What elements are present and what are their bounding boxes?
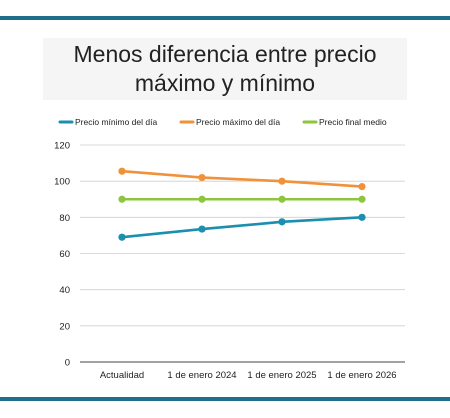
y-tick-label: 120: [54, 141, 70, 152]
data-point: [118, 167, 126, 175]
data-point: [198, 195, 206, 203]
top-frame-bar: [0, 16, 450, 20]
y-tick-label: 0: [65, 358, 70, 369]
chart-series: [118, 167, 366, 241]
x-tick-label: 1 de enero 2024: [167, 370, 236, 381]
x-tick-label: 1 de enero 2025: [247, 370, 316, 381]
chart-legend: Precio mínimo del día Precio máximo del d…: [58, 117, 387, 127]
title-background: [43, 38, 407, 100]
y-axis: 0 20 40 60 80 100 120: [54, 141, 70, 369]
y-tick-label: 20: [59, 321, 70, 332]
x-axis: Actualidad 1 de enero 2024 1 de enero 2025…: [80, 361, 405, 381]
chart-title-line-1: Menos diferencia entre precio: [73, 41, 377, 67]
bottom-frame-bar: [0, 397, 450, 401]
data-point: [198, 173, 206, 182]
y-tick-label: 80: [59, 213, 70, 224]
data-point: [278, 195, 286, 203]
x-tick-label: Actualidad: [100, 370, 144, 381]
data-point: [358, 213, 366, 221]
x-tick-label: 1 de enero 2026: [327, 370, 396, 381]
data-point: [358, 182, 366, 191]
data-point: [118, 195, 126, 203]
chart-gridlines: [80, 144, 405, 327]
legend-label: Precio final medio: [319, 117, 387, 127]
legend-label: Precio mínimo del día: [75, 117, 157, 127]
data-point: [118, 233, 126, 241]
data-point: [278, 218, 286, 226]
series-line: [120, 216, 364, 239]
y-tick-label: 100: [54, 177, 70, 188]
data-point: [358, 195, 366, 203]
series-line: [120, 169, 364, 188]
chart-title-line-2: máximo y mínimo: [134, 70, 316, 96]
y-tick-label: 60: [59, 249, 70, 260]
data-point: [278, 177, 286, 185]
data-point: [198, 225, 206, 233]
chart-title: Menos diferencia entre precio máximo y m…: [0, 40, 450, 98]
legend-label: Precio máximo del día: [196, 117, 280, 127]
y-tick-label: 40: [59, 285, 70, 296]
